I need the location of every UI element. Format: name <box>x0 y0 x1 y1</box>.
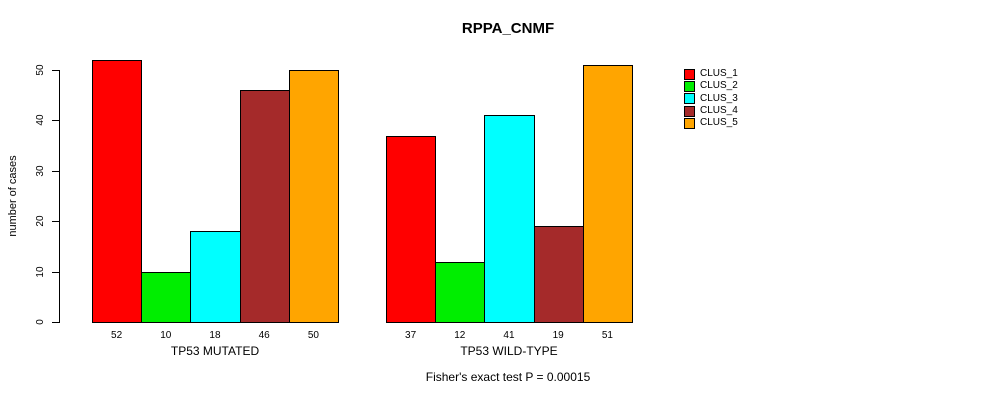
bar-clus_4 <box>239 90 290 323</box>
legend-swatch-icon <box>684 105 695 117</box>
bar-value-label: 52 <box>111 330 123 341</box>
y-axis-tick <box>52 221 59 223</box>
legend-label: CLUS_2 <box>700 80 738 92</box>
group-label-tp53-wild-type: TP53 WILD-TYPE <box>460 344 558 358</box>
legend-label: CLUS_1 <box>700 68 738 80</box>
y-axis-tick-label: 40 <box>35 114 46 126</box>
bar-clus_4 <box>533 226 584 323</box>
bar-clus_5 <box>582 64 633 323</box>
y-axis-tick <box>52 120 59 122</box>
bar-clus_3 <box>190 231 241 323</box>
legend-swatch-icon <box>684 117 695 129</box>
y-axis-tick <box>52 322 59 323</box>
bar-value-label: 46 <box>258 330 270 341</box>
y-axis-tick-label: 50 <box>35 64 46 76</box>
y-axis-tick-label: 30 <box>35 165 46 177</box>
bar-value-label: 51 <box>601 330 613 341</box>
bar-clus_5 <box>288 70 339 323</box>
y-axis-title: number of cases <box>7 155 19 237</box>
chart-title: RPPA_CNMF <box>461 20 555 37</box>
bar-value-label: 37 <box>405 330 417 341</box>
legend-label: CLUS_5 <box>700 117 738 129</box>
legend-label: CLUS_4 <box>700 105 738 117</box>
legend-item-clus_3: CLUS_3 <box>684 93 738 105</box>
legend: CLUS_1 CLUS_2 CLUS_3 CLUS_4 CLUS_5 <box>684 68 738 129</box>
y-axis-tick <box>52 271 59 273</box>
legend-item-clus_2: CLUS_2 <box>684 80 738 92</box>
bar-clus_1 <box>386 135 437 323</box>
legend-swatch-icon <box>684 68 695 80</box>
group-label-tp53-mutated: TP53 MUTATED <box>170 344 260 358</box>
y-axis-line <box>59 70 60 323</box>
y-axis-tick-label: 10 <box>35 266 46 278</box>
y-axis-tick-label: 20 <box>35 215 46 227</box>
y-axis-tick-label: 0 <box>35 319 46 325</box>
bar-value-label: 12 <box>454 330 466 341</box>
bar-clus_3 <box>484 115 535 323</box>
y-axis-tick <box>52 70 59 71</box>
bar-clus_1 <box>92 59 143 323</box>
bar-clus_2 <box>435 261 486 323</box>
bar-clus_2 <box>141 271 192 323</box>
legend-item-clus_5: CLUS_5 <box>684 117 738 129</box>
bar-value-label: 50 <box>307 330 319 341</box>
bar-value-label: 18 <box>209 330 221 341</box>
legend-item-clus_4: CLUS_4 <box>684 105 738 117</box>
legend-swatch-icon <box>684 80 695 92</box>
legend-label: CLUS_3 <box>700 92 738 104</box>
y-axis-tick <box>52 170 59 172</box>
stat-test-caption: Fisher's exact test P = 0.00015 <box>425 370 591 384</box>
bar-value-label: 10 <box>160 330 172 341</box>
bar-value-label: 41 <box>503 330 515 341</box>
legend-swatch-icon <box>684 93 695 105</box>
bar-value-label: 19 <box>552 330 564 341</box>
legend-item-clus_1: CLUS_1 <box>684 68 738 80</box>
